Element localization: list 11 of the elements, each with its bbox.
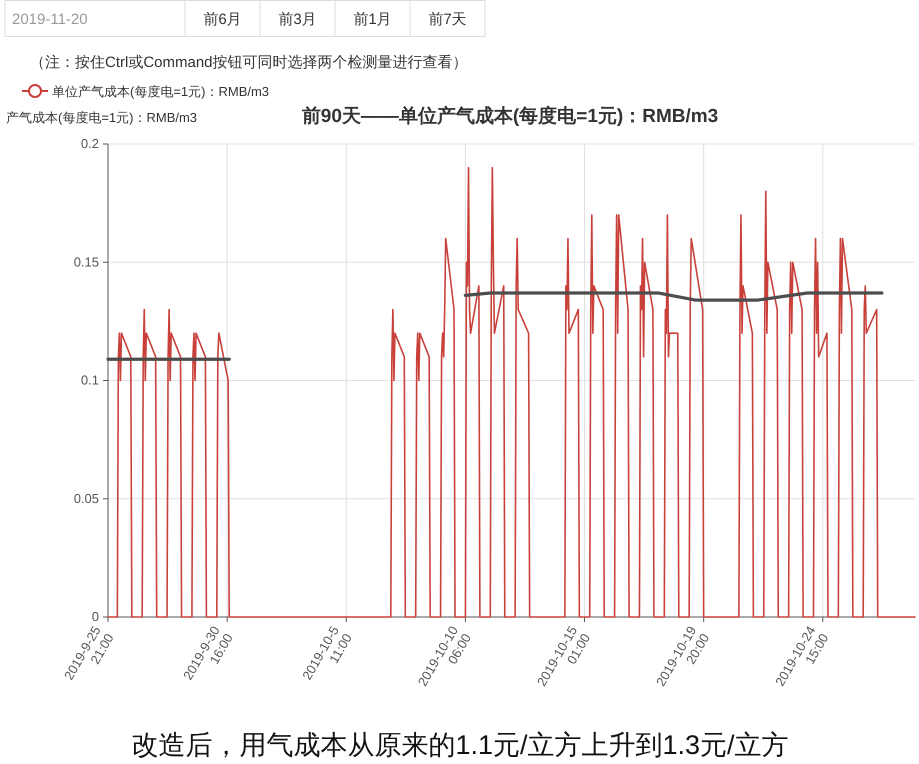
y-tick-label: 0.1 (80, 372, 99, 388)
y-axis-title: 产气成本(每度电=1元)：RMB/m3 (6, 110, 198, 125)
y-tick-label: 0.15 (74, 254, 99, 270)
y-tick-label: 0.05 (74, 490, 99, 506)
text: （注：按住Ctrl或Command按钮可同时选择两个检测量进行查看） (30, 54, 468, 71)
legend: 单位产气成本(每度电=1元)：RMB/m3 (22, 84, 270, 99)
text: 改造后，用气成本从原来的1.1元/立方上升到1.3元/立方 (131, 730, 789, 760)
chart-title: 前90天——单位产气成本(每度电=1元)：RMB/m3 (300, 105, 718, 127)
controls: 2019-11-20 前6月 前3月 前1月 前7天 (4, 0, 486, 37)
y-tick-label: 0.2 (80, 136, 99, 151)
y-tick-label: 0 (92, 609, 99, 624)
